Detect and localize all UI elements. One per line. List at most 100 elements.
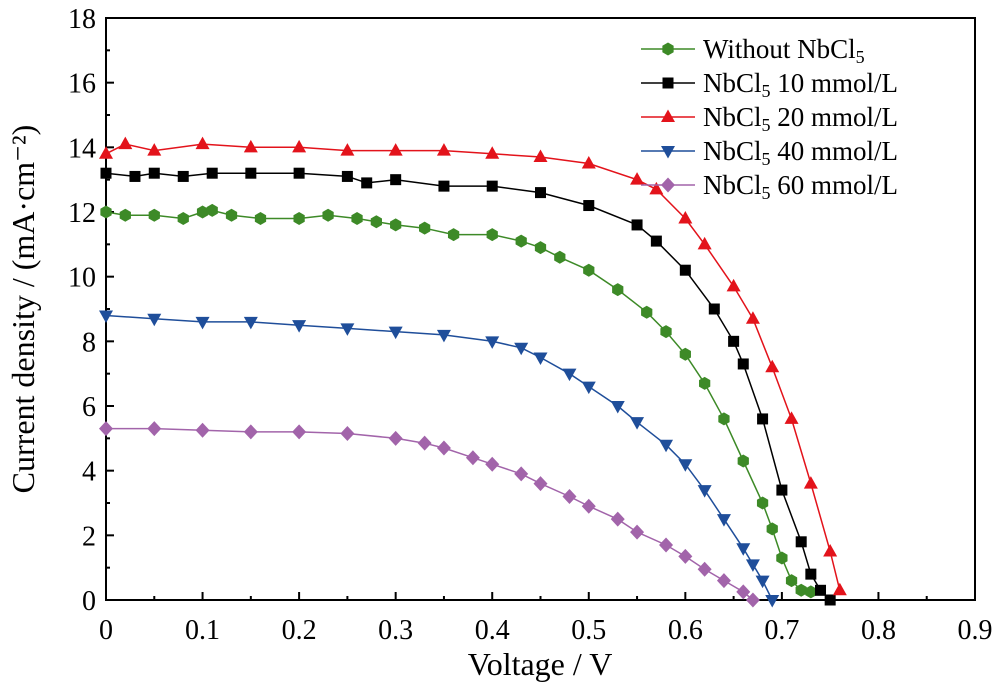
data-point: [292, 139, 307, 153]
data-point: [533, 352, 548, 365]
data-point: [795, 583, 807, 597]
data-point: [148, 167, 160, 179]
data-point: [147, 143, 162, 156]
x-tick-label: 0.3: [378, 615, 413, 646]
data-point: [745, 592, 760, 608]
data-point: [583, 263, 595, 277]
data-point: [254, 211, 267, 225]
data-point: [824, 594, 836, 606]
y-tick-label: 2: [82, 521, 96, 552]
y-tick-label: 0: [82, 586, 96, 617]
data-point: [755, 575, 770, 589]
data-point: [697, 485, 712, 498]
series-line: [105, 172, 831, 601]
x-tick-label: 0.2: [282, 615, 317, 646]
series-layer: [99, 136, 847, 608]
data-point: [678, 459, 693, 472]
x-tick-label: 0.6: [668, 615, 703, 646]
legend-item: NbCl5 40 mmol/L: [641, 136, 898, 169]
legend-item: Without NbCl5: [641, 34, 865, 67]
series-1: [100, 203, 817, 599]
data-point: [610, 401, 625, 414]
data-point: [438, 180, 450, 192]
data-point: [341, 170, 353, 182]
data-point: [486, 228, 498, 242]
y-axis: 0 2 4 6 8 10 12 14 16 18: [68, 4, 114, 617]
y-tick-label: 10: [68, 263, 96, 294]
data-point: [533, 476, 548, 492]
data-point: [805, 568, 817, 580]
data-point: [659, 537, 674, 553]
y-tick-label: 8: [82, 327, 96, 358]
series-3: [99, 136, 847, 596]
data-point: [206, 167, 218, 179]
data-point: [660, 325, 672, 339]
data-point: [832, 582, 847, 596]
data-point: [803, 476, 818, 489]
data-point: [447, 228, 460, 242]
data-point: [118, 136, 133, 150]
y-tick-label: 18: [68, 4, 96, 35]
data-point: [631, 219, 643, 231]
legend-marker: [662, 77, 674, 89]
data-point: [485, 146, 500, 159]
data-point: [417, 435, 432, 451]
data-point: [659, 439, 674, 453]
data-point: [718, 412, 730, 426]
legend-label: Without NbCl5: [703, 34, 865, 67]
data-point: [737, 454, 749, 468]
data-point: [243, 139, 258, 153]
data-point: [245, 167, 257, 179]
data-point: [388, 143, 403, 156]
data-point: [533, 149, 548, 163]
data-point: [515, 234, 527, 248]
data-point: [100, 205, 112, 219]
data-point: [322, 208, 334, 222]
data-point: [177, 170, 189, 182]
legend-label: NbCl5 60 mmol/L: [703, 170, 898, 203]
legend-item: NbCl5 60 mmol/L: [641, 170, 898, 203]
y-tick-label: 6: [82, 392, 96, 423]
data-point: [678, 210, 693, 224]
data-point: [292, 320, 307, 333]
data-point: [583, 200, 595, 212]
data-point: [340, 323, 355, 336]
legend-marker: [661, 146, 675, 159]
data-point: [776, 484, 788, 496]
data-point: [823, 544, 838, 557]
data-point: [390, 218, 402, 232]
series-line: [106, 427, 754, 601]
data-point: [562, 368, 577, 382]
data-point: [147, 313, 162, 327]
data-point: [293, 167, 305, 179]
y-axis-label: Current density / (mA·cm⁻²): [5, 125, 41, 494]
data-point: [716, 573, 731, 589]
data-point: [612, 283, 624, 297]
data-point: [581, 381, 596, 395]
legend-marker: [662, 42, 674, 56]
y-tick-label: 12: [68, 198, 96, 229]
y-tick-label: 14: [68, 133, 96, 164]
data-point: [765, 359, 780, 373]
data-point: [785, 574, 798, 588]
legend-label: NbCl5 40 mmol/L: [703, 136, 898, 169]
data-point: [436, 329, 451, 343]
data-point: [99, 421, 113, 437]
data-point: [293, 211, 305, 225]
data-point: [388, 430, 403, 446]
data-point: [243, 424, 258, 440]
data-point: [129, 170, 141, 182]
data-point: [436, 440, 451, 456]
data-point: [699, 376, 711, 390]
data-point: [630, 417, 645, 430]
data-point: [728, 335, 740, 347]
y-tick-label: 4: [82, 457, 96, 488]
data-point: [177, 211, 189, 225]
legend-marker: [661, 177, 675, 193]
series-5: [99, 421, 760, 608]
data-point: [195, 316, 210, 330]
data-point: [100, 167, 112, 179]
data-point: [805, 585, 817, 599]
data-point: [388, 326, 403, 340]
